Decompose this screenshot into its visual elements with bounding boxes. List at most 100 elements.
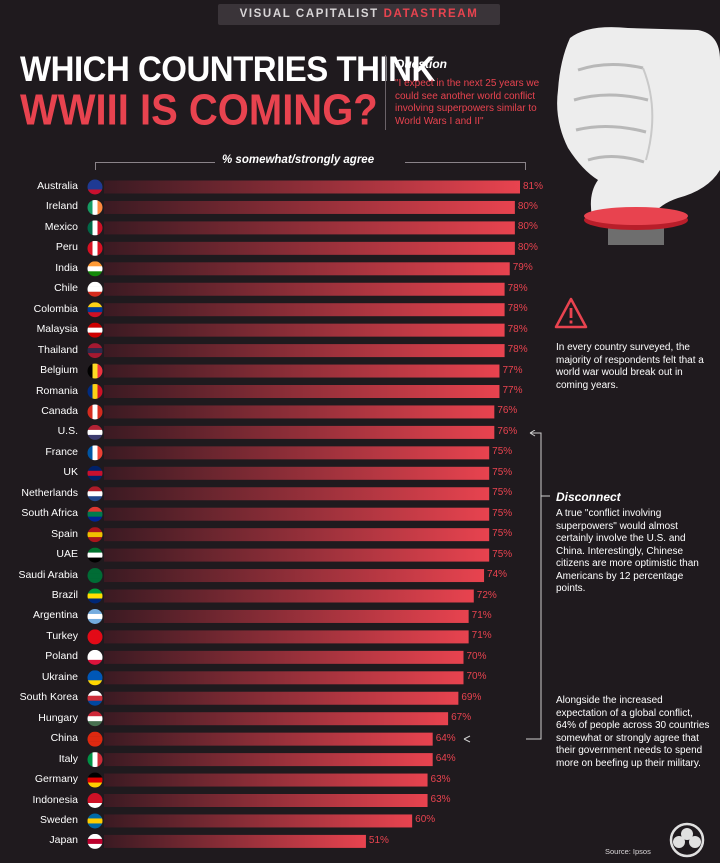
disconnect-heading: Disconnect: [556, 490, 621, 504]
category-label: South Korea: [19, 691, 78, 704]
brand-accent: DATASTREAM: [383, 8, 479, 20]
category-label: Sweden: [40, 813, 78, 826]
bar-netherlands: [104, 487, 490, 501]
bar-japan: [104, 834, 366, 848]
bar-india: [104, 262, 510, 276]
axis-title: % somewhat/strongly agree: [222, 154, 375, 166]
bar-spain: [104, 528, 490, 542]
value-label: 77%: [502, 364, 523, 376]
romania-flag-icon: [87, 384, 103, 399]
value-label: 81%: [523, 180, 544, 192]
category-label: Peru: [55, 241, 78, 254]
argentina-flag-icon: [87, 608, 103, 624]
category-label: Saudi Arabia: [18, 568, 78, 581]
bar-italy: [104, 753, 433, 767]
us-china-bracket: [526, 430, 550, 740]
category-label: Chile: [54, 282, 78, 295]
category-label: Spain: [51, 527, 78, 540]
visual-capitalist-logo-icon: [669, 822, 705, 858]
category-label: Italy: [58, 752, 78, 765]
bar-sweden: [104, 814, 413, 828]
category-label: Romania: [35, 384, 78, 397]
value-label: 79%: [512, 262, 533, 274]
france-flag-icon: [87, 445, 103, 461]
bar-uk: [104, 466, 490, 480]
category-label: Ukraine: [41, 670, 78, 683]
bar-colombia: [104, 303, 505, 317]
title-line-1: WHICH COUNTRIES THINK: [20, 48, 435, 89]
bar-thailand: [104, 344, 505, 358]
saudi-arabia-flag-icon: [87, 568, 103, 584]
value-label: 80%: [517, 200, 538, 212]
canada-flag-icon: [87, 404, 103, 420]
bar-canada: [104, 405, 495, 419]
value-label: 70%: [466, 650, 487, 662]
value-label: 63%: [430, 773, 451, 785]
category-label: Colombia: [33, 302, 78, 315]
south-africa-flag-icon: [87, 506, 103, 522]
ukraine-flag-icon: [87, 670, 103, 686]
value-label: 64%: [435, 753, 456, 765]
brazil-flag-icon: [87, 588, 103, 604]
australia-flag-icon: [87, 179, 103, 195]
category-label: Malaysia: [36, 323, 78, 336]
category-label: Australia: [37, 180, 78, 192]
category-label: UAE: [56, 548, 78, 561]
value-label: 75%: [492, 446, 513, 458]
china-flag-icon: [87, 731, 103, 747]
bar-ireland: [104, 200, 515, 214]
title-line-2: WWIII IS COMING?: [20, 85, 378, 135]
question-divider: [385, 55, 386, 130]
bar-brazil: [104, 589, 474, 603]
warning-icon: [554, 297, 588, 329]
note-military-spending: Alongside the increased expectation of a…: [556, 695, 710, 769]
bar-mexico: [104, 221, 515, 235]
peru-flag-icon: [87, 240, 103, 256]
value-label: 80%: [517, 221, 538, 233]
value-label: 71%: [471, 609, 492, 621]
axis-tick-left: [95, 162, 96, 170]
value-label: 60%: [415, 814, 436, 826]
japan-flag-icon: [87, 833, 103, 849]
question-heading: Question: [395, 57, 448, 71]
italy-flag-icon: [87, 752, 103, 768]
germany-flag-icon: [87, 772, 103, 788]
bar-ukraine: [104, 671, 464, 685]
category-label: Ireland: [45, 200, 78, 213]
category-label: U.S.: [57, 425, 78, 438]
bar-argentina: [104, 609, 469, 623]
value-label: 78%: [507, 303, 528, 315]
source-note: Source: Ipsos: [605, 847, 651, 856]
category-label: South Africa: [21, 507, 78, 520]
category-label: Japan: [49, 834, 78, 847]
value-label: 74%: [487, 569, 508, 581]
value-label: 69%: [461, 691, 482, 703]
brand-banner: VISUAL CAPITALIST DATASTREAM: [218, 4, 500, 25]
malaysia-flag-icon: [87, 322, 103, 338]
spain-flag-icon: [87, 527, 103, 543]
category-label: Argentina: [33, 609, 78, 622]
category-label: Belgium: [40, 364, 78, 377]
category-label: Mexico: [44, 220, 78, 233]
uae-flag-icon: [87, 547, 103, 563]
category-label: India: [55, 261, 78, 274]
value-label: 78%: [507, 282, 528, 294]
value-label: 80%: [517, 241, 538, 253]
axis-tick-right: [525, 162, 526, 170]
category-label: Germany: [34, 773, 78, 786]
value-label: 64%: [435, 732, 456, 744]
category-label: Indonesia: [32, 793, 78, 806]
bar-chile: [104, 282, 505, 296]
value-label: 78%: [507, 323, 528, 335]
turkey-flag-icon: [87, 629, 103, 645]
axis-rule-right: [405, 162, 525, 163]
bar-south-africa: [104, 507, 490, 521]
thailand-flag-icon: [87, 343, 103, 359]
category-label: Hungary: [38, 711, 78, 724]
question-text: "I expect in the next 25 years we could …: [395, 78, 540, 127]
poland-flag-icon: [87, 649, 103, 665]
value-label: 75%: [492, 528, 513, 540]
category-label: France: [45, 445, 78, 458]
value-label: 70%: [466, 671, 487, 683]
india-flag-icon: [87, 261, 103, 277]
